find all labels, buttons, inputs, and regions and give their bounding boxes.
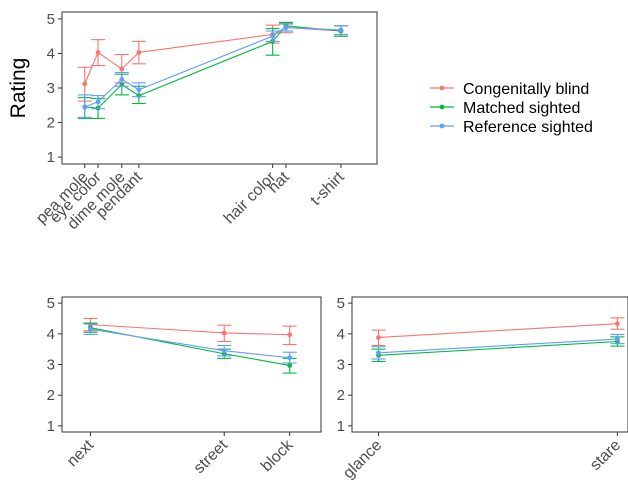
bottom-right-reference-sighted-point-glance: [376, 350, 381, 356]
top-congenitally-blind-point-dime-mole: [119, 66, 125, 72]
bottom-right-ytick-label-5: 5: [337, 295, 345, 312]
bottom-left-matched-sighted-line: [90, 327, 290, 366]
top-reference-sighted-point-eye-color: [95, 99, 101, 105]
legend-label: Matched sighted: [463, 100, 580, 117]
top-xtick-label-t-shirt: t-shirt: [307, 168, 348, 209]
bottom-left-reference-sighted-point-block: [287, 355, 293, 361]
legend-label: Reference sighted: [463, 119, 593, 136]
top-congenitally-blind-point-pendant: [136, 50, 142, 55]
legend-item-matched-sighted: Matched sighted: [430, 100, 580, 117]
legend-key-point: [439, 123, 445, 129]
bottom-left-matched-sighted-point-block: [287, 363, 293, 368]
legend-key-point: [439, 85, 445, 91]
top-congenitally-blind-line: [84, 26, 341, 85]
bottom-left-ytick-label-1: 1: [47, 418, 55, 435]
bottom-left-reference-sighted-point-street: [221, 348, 227, 354]
top-congenitally-blind-point-eye-color: [95, 50, 101, 55]
bottom-right-reference-sighted-line: [378, 338, 618, 354]
top-reference-sighted-point-dime-mole: [119, 76, 125, 82]
bottom-right-ytick-label-3: 3: [337, 357, 345, 374]
bottom-left-ytick-label-2: 2: [47, 387, 55, 404]
bottom-left-xtick-label-block: block: [258, 436, 297, 475]
legend-key-point: [439, 104, 445, 110]
panel-bottom-right: 1 2 3 4 5 glance stare: [337, 295, 628, 482]
bottom-left-congenitally-blind-point-block: [287, 332, 293, 338]
bottom-left-reference-sighted-point-next: [88, 326, 93, 332]
top-congenitally-blind-point-pea-mole: [82, 81, 88, 87]
top-reference-sighted-point-t-shirt: [338, 27, 344, 33]
bottom-left-xtick-label-next: next: [64, 436, 98, 470]
bottom-right-matched-sighted-line: [378, 340, 618, 356]
bottom-right-ytick-label-1: 1: [337, 418, 345, 435]
legend-item-reference-sighted: Reference sighted: [430, 119, 593, 136]
bottom-left-ytick-label-5: 5: [47, 295, 55, 312]
bottom-right-xtick-label-glance: glance: [340, 437, 385, 482]
bottom-left-congenitally-blind-point-street: [221, 330, 227, 336]
top-reference-sighted-point-hair-color: [270, 33, 276, 39]
bottom-right-congenitally-blind-line: [378, 323, 618, 339]
bottom-right-ytick-label-2: 2: [337, 387, 345, 404]
top-ytick-label-3: 3: [47, 80, 55, 97]
bottom-right-panel-border: [351, 296, 628, 433]
panel-bottom-left: 1 2 3 4 5 next street block: [47, 295, 322, 477]
top-ytick-label-4: 4: [47, 45, 55, 62]
bottom-left-ytick-label-4: 4: [47, 326, 55, 343]
legend-item-congenitally-blind: Congenitally blind: [430, 81, 589, 98]
top-ylabel: Rating: [7, 58, 30, 119]
bottom-left-xtick-label-street: street: [191, 436, 232, 477]
bottom-right-ytick-label-4: 4: [337, 326, 345, 343]
bottom-right-xtick-label-stare: stare: [587, 437, 624, 474]
top-ytick-label-1: 1: [47, 149, 55, 166]
top-panel-border: [61, 11, 378, 165]
legend-label: Congenitally blind: [463, 81, 589, 98]
top-ytick-label-2: 2: [47, 115, 55, 132]
top-ytick-label-5: 5: [47, 11, 55, 28]
bottom-right-congenitally-blind-point-glance: [376, 335, 381, 340]
top-reference-sighted-point-pea-mole: [82, 104, 88, 110]
top-reference-sighted-point-hat: [283, 25, 289, 30]
bottom-right-reference-sighted-point-stare: [614, 336, 620, 342]
bottom-right-congenitally-blind-point-stare: [614, 321, 620, 327]
legend: Congenitally blind Matched sighted Referen…: [430, 81, 593, 136]
top-reference-sighted-point-pendant: [136, 87, 142, 93]
bottom-left-ytick-label-3: 3: [47, 357, 55, 374]
